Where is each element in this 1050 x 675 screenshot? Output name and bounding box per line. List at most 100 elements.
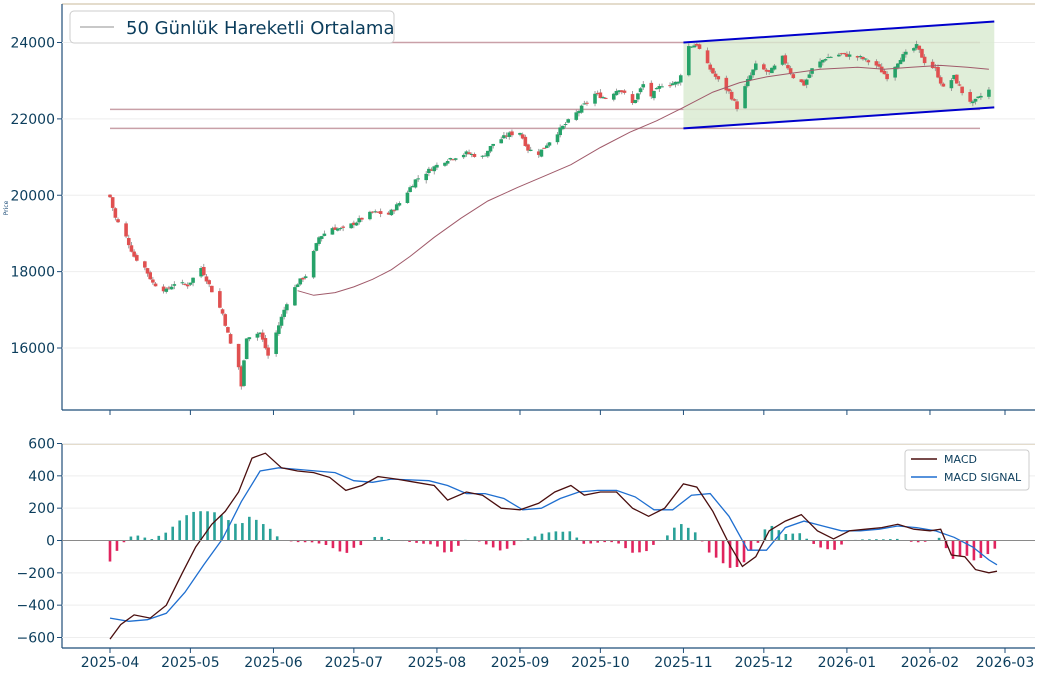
- histogram-bar: [234, 523, 237, 541]
- candle-body: [861, 56, 865, 60]
- histogram-bar: [916, 540, 920, 543]
- candle-body: [555, 134, 560, 143]
- histogram-bar: [728, 540, 732, 568]
- candle-body: [317, 237, 321, 244]
- candle-body: [788, 68, 793, 74]
- histogram-bar: [415, 540, 418, 543]
- candle-body: [311, 251, 316, 278]
- histogram-bar: [352, 540, 356, 548]
- candle-body: [376, 211, 380, 213]
- candle-body: [845, 53, 849, 57]
- histogram-bar: [707, 540, 711, 553]
- candle-body: [847, 54, 852, 57]
- candle-body: [282, 309, 286, 317]
- price-y-ticks: 16000 18000 20000 22000 24000: [10, 36, 62, 357]
- histogram-bar: [819, 540, 822, 548]
- candle-body: [858, 56, 863, 58]
- candle-body: [920, 48, 924, 58]
- histogram-bar: [129, 536, 133, 541]
- candle-body: [896, 63, 900, 68]
- histogram-bar: [652, 540, 655, 545]
- candle-body: [971, 101, 975, 104]
- candle-body: [491, 143, 495, 146]
- candle-body: [188, 282, 193, 285]
- candle-body: [322, 233, 327, 236]
- histogram-bar: [645, 540, 648, 552]
- candle-body: [960, 86, 964, 94]
- price-channel: [683, 20, 995, 130]
- candle-body: [427, 168, 431, 173]
- histogram-bar: [387, 538, 390, 541]
- candle-body: [630, 94, 635, 103]
- candle-body: [968, 92, 972, 102]
- candle-body: [239, 366, 244, 387]
- candle-body: [620, 90, 624, 93]
- macd-tick-label: 200: [28, 501, 55, 517]
- candle-body: [164, 288, 169, 292]
- candle-body: [767, 70, 771, 72]
- candle-body: [678, 75, 683, 83]
- candle-body: [930, 61, 935, 69]
- candle-body: [285, 304, 289, 311]
- histogram-bar: [338, 540, 342, 552]
- histogram-bar: [206, 511, 209, 541]
- histogram-bar: [603, 540, 606, 543]
- histogram-bar: [784, 534, 788, 541]
- histogram-bar: [554, 531, 558, 541]
- histogram-bar: [255, 519, 258, 541]
- histogram-bar: [547, 532, 551, 541]
- candle-body: [954, 74, 959, 84]
- candle-body: [622, 90, 627, 93]
- candle-body: [488, 146, 493, 152]
- candle-body: [451, 159, 455, 161]
- histogram-bar: [805, 538, 809, 541]
- candle-body: [807, 74, 812, 78]
- candle-body: [518, 132, 522, 135]
- candle-body: [464, 151, 469, 155]
- candle-body: [260, 332, 265, 340]
- candle-body: [579, 105, 584, 113]
- candle-body: [904, 51, 908, 55]
- histogram-bar: [958, 540, 962, 557]
- histogram-bar: [875, 539, 878, 541]
- candle-body: [185, 284, 190, 287]
- candle-body: [502, 135, 506, 139]
- histogram-bar: [840, 540, 843, 545]
- candle-body: [266, 347, 270, 356]
- histogram-bar: [296, 540, 300, 543]
- histogram-bar: [693, 532, 697, 541]
- candle-body: [585, 102, 589, 104]
- channel-upper-line: [683, 20, 995, 44]
- candle-body: [614, 90, 619, 96]
- histogram-bar: [213, 512, 216, 541]
- candle-body: [786, 65, 790, 69]
- candle-body: [582, 103, 587, 105]
- candle-body: [949, 80, 954, 89]
- candle-body: [561, 125, 565, 130]
- candle-body: [936, 66, 940, 78]
- histogram-bar: [491, 540, 495, 548]
- candle-body: [676, 81, 680, 84]
- macd-tick-label: 400: [28, 469, 55, 485]
- histogram-bar: [324, 540, 328, 546]
- x-axis-ticks: 2025-04 2025-05 2025-06 2025-07 2025-08 2025-…: [81, 410, 1034, 671]
- candle-body: [116, 219, 120, 223]
- candle-body: [341, 226, 345, 228]
- histogram-bar: [568, 531, 572, 541]
- histogram-bar: [951, 540, 955, 559]
- candle-body: [386, 212, 391, 215]
- histogram-bar: [150, 539, 154, 541]
- candle-body: [917, 45, 922, 50]
- candle-body: [413, 179, 418, 188]
- candle-body: [394, 204, 399, 211]
- candle-body: [898, 60, 903, 65]
- histogram-bar: [812, 540, 815, 544]
- histogram-bar: [373, 536, 377, 541]
- histogram-bar: [986, 540, 990, 555]
- candle-body: [429, 169, 434, 171]
- histogram-bar: [589, 540, 593, 544]
- candle-body: [255, 333, 260, 338]
- candle-body: [689, 46, 694, 48]
- candle-body: [799, 79, 804, 83]
- price-legend-box: [69, 10, 395, 44]
